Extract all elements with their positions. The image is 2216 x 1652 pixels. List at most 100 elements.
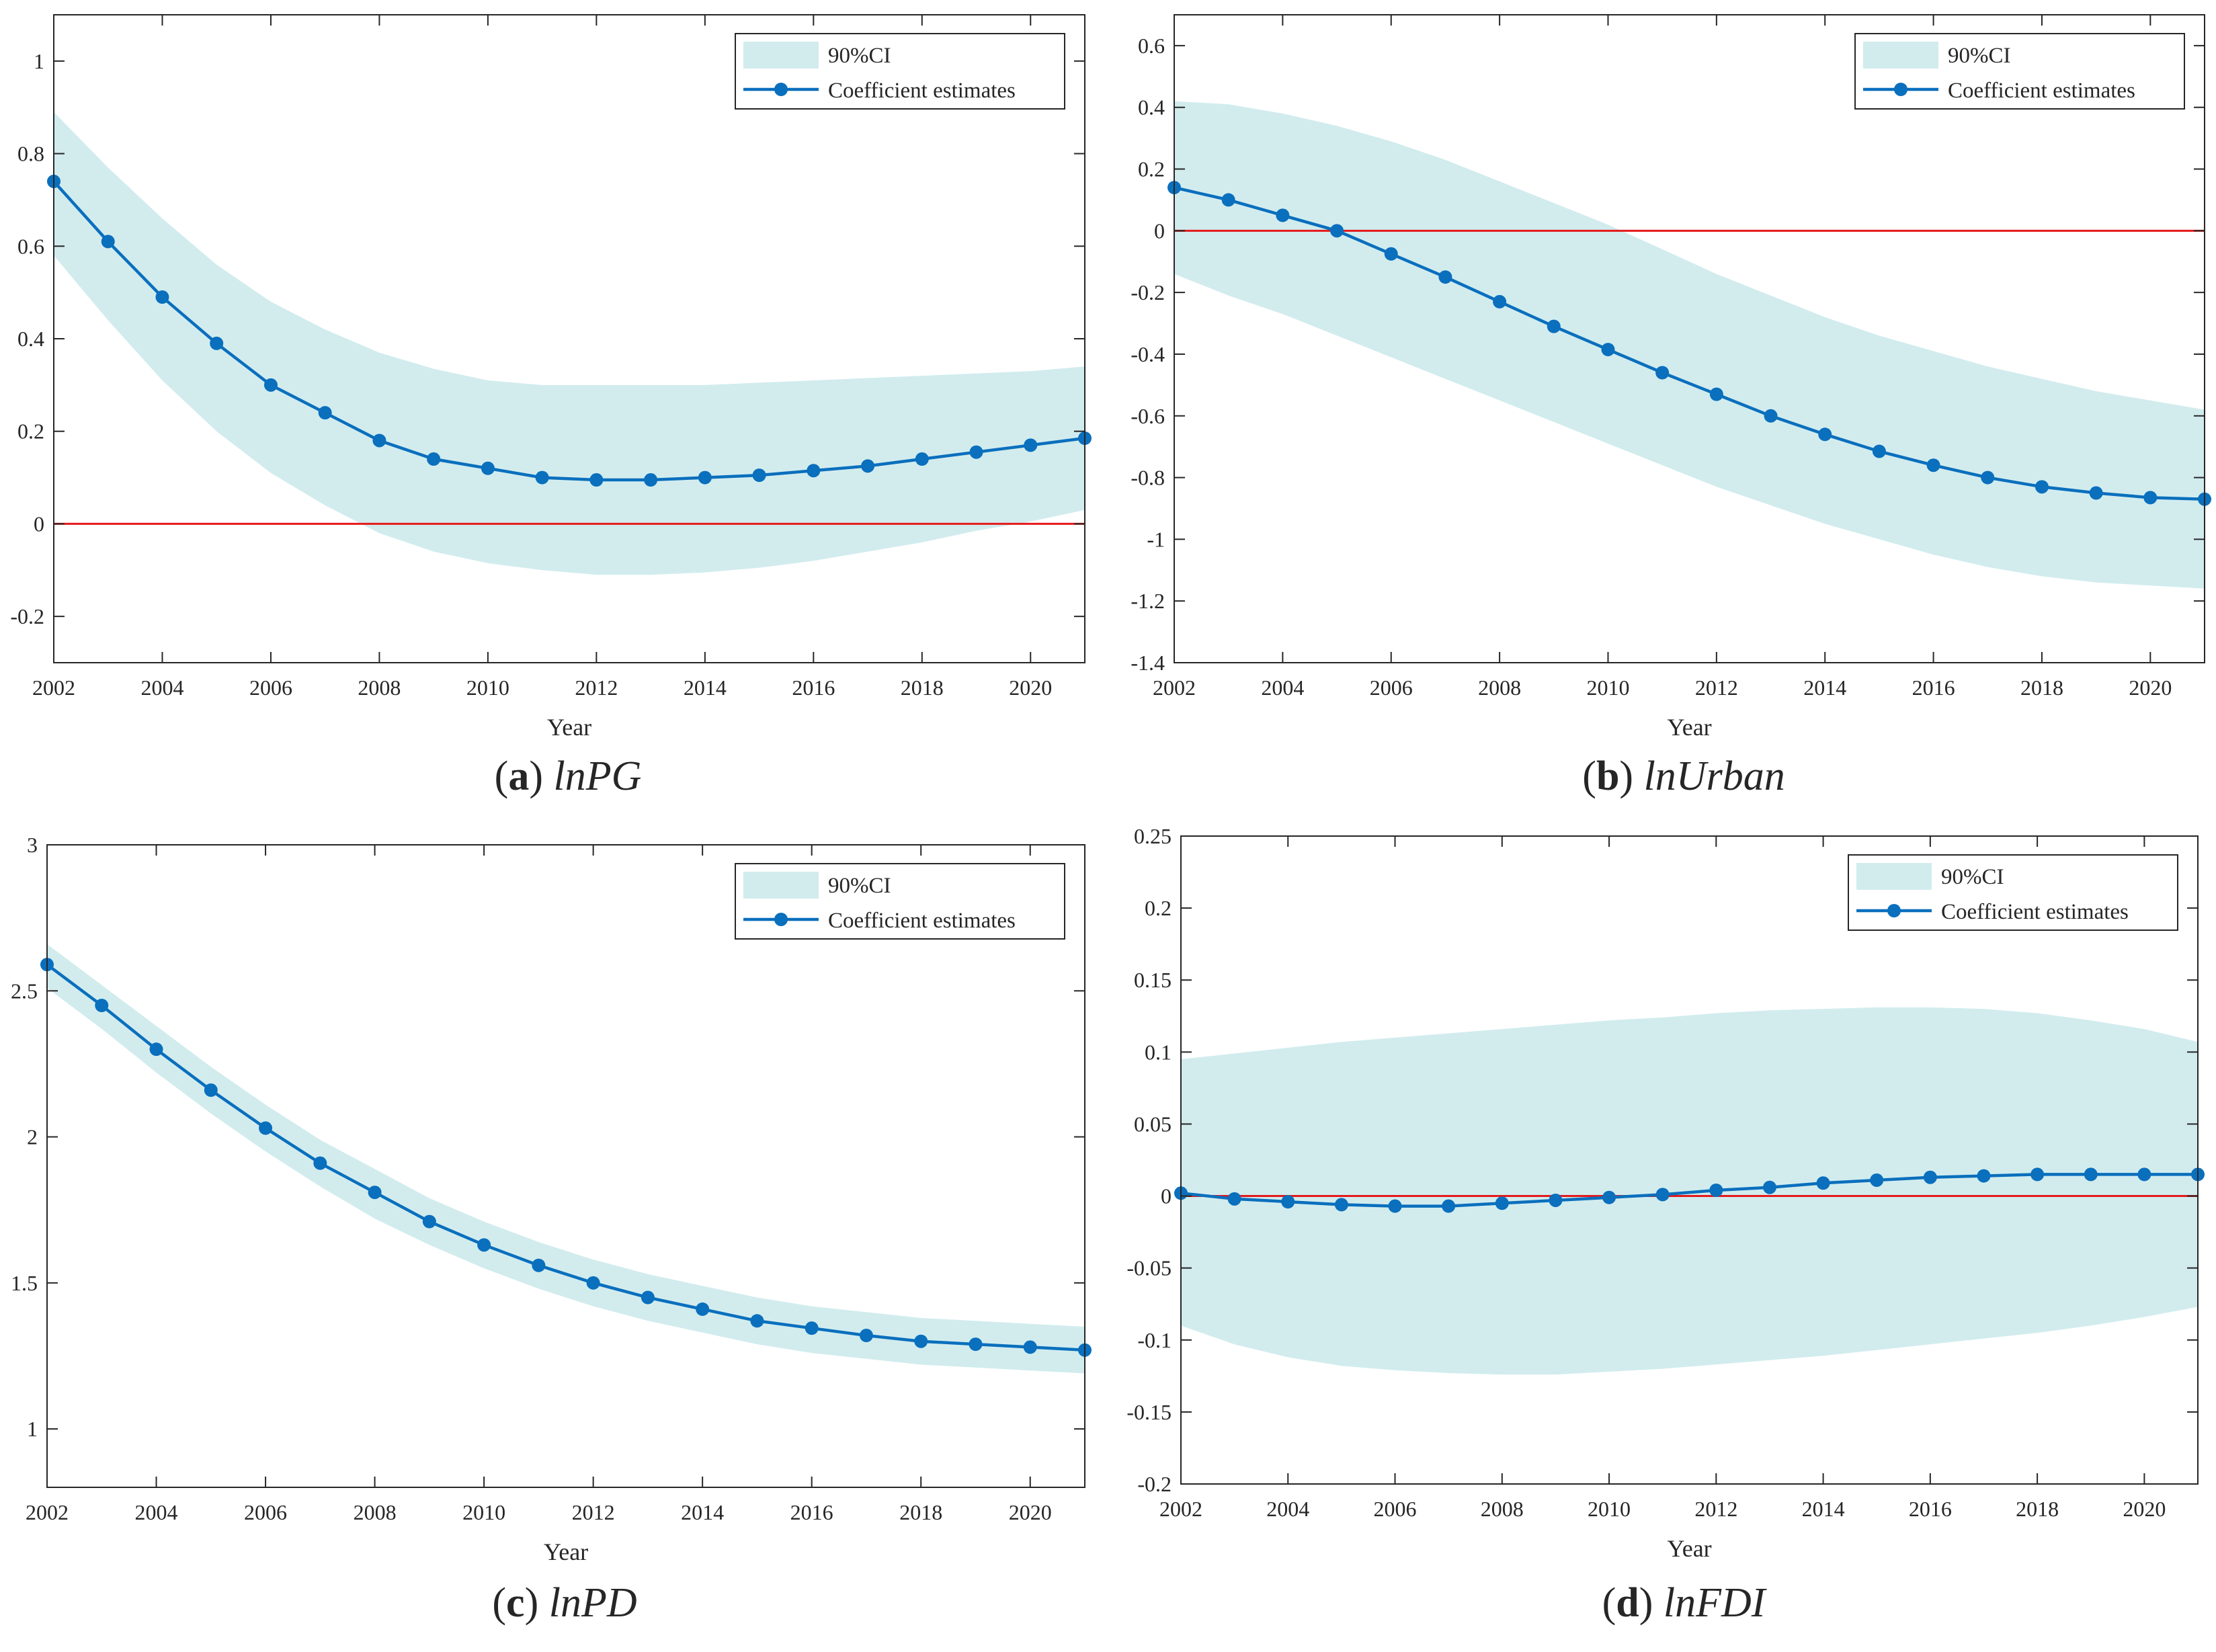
axes-box [1174, 14, 2205, 663]
legend-ci-swatch [743, 42, 819, 69]
panel-caption: (d) lnFDI [1602, 1580, 1768, 1626]
x-tick-label: 2008 [1481, 1497, 1524, 1521]
plot-area [47, 944, 1085, 1374]
legend-line-label: Coefficient estimates [828, 79, 1016, 103]
x-tick-label: 2008 [358, 675, 401, 700]
x-tick-label: 2020 [2129, 675, 2172, 700]
coefficient-point [101, 235, 115, 249]
coefficient-point [807, 464, 821, 478]
x-tick-label: 2002 [26, 1500, 69, 1524]
legend-marker-swatch [774, 83, 788, 96]
y-tick-label: 2.5 [11, 979, 38, 1003]
coefficient-point [1442, 1199, 1456, 1213]
y-tick-label: 1.5 [11, 1271, 38, 1295]
x-tick-label: 2006 [244, 1500, 287, 1524]
coefficient-point [1816, 1176, 1830, 1190]
coefficient-point [535, 470, 549, 485]
coefficient-point [2035, 480, 2049, 494]
coefficient-point [2143, 491, 2158, 505]
legend-ci-swatch [1856, 863, 1932, 890]
coefficient-point [969, 445, 983, 459]
axes-box [46, 844, 1085, 1488]
panel-caption: (c) lnPD [492, 1580, 637, 1626]
coefficient-point [1981, 470, 1995, 485]
coefficient-point [589, 473, 604, 487]
coefficient-point [155, 290, 169, 304]
legend-marker-swatch [774, 913, 788, 926]
coefficient-point [477, 1238, 491, 1252]
x-axis-title: Year [1667, 1535, 1711, 1562]
coefficient-point [210, 336, 224, 350]
coefficient-point [1926, 458, 1940, 472]
legend-line-label: Coefficient estimates [828, 909, 1016, 933]
y-tick-label: 0.4 [17, 327, 44, 351]
legend: 90%CI Coefficient estimates [1848, 854, 2178, 931]
legend: 90%CI Coefficient estimates [1854, 33, 2185, 110]
x-tick-label: 2018 [2020, 675, 2063, 700]
y-tick-label: 0.6 [17, 234, 44, 258]
y-tick-label: 0 [34, 511, 44, 536]
x-tick-label: 2012 [572, 1500, 615, 1524]
ci-band [1174, 101, 2205, 589]
coefficient-point [1872, 444, 1886, 458]
ci-band [47, 944, 1085, 1374]
legend-ci-label: 90%CI [1948, 44, 2011, 68]
x-tick-label: 2016 [790, 1500, 833, 1524]
coefficient-point [1024, 438, 1038, 452]
y-tick-label: 0.2 [1145, 896, 1172, 920]
panel-b: 2002 2004 2006 2008 2010 2012 2014 2016 2018 2020… [1131, 14, 2211, 799]
coefficient-point [1549, 1193, 1563, 1207]
coefficient-point [149, 1042, 163, 1057]
y-tick-label: -0.2 [10, 604, 44, 628]
x-axis-title: Year [1667, 714, 1711, 741]
y-tick-label: -0.15 [1126, 1400, 1172, 1424]
x-tick-label: 2004 [1261, 675, 1304, 700]
coefficient-point [1495, 1196, 1509, 1210]
coefficient-point [1709, 1183, 1723, 1197]
y-tick-label: 0.15 [1134, 968, 1172, 992]
coefficient-point [204, 1083, 218, 1098]
y-tick-label: -0.2 [1131, 280, 1165, 304]
legend-ci-label: 90%CI [828, 44, 891, 68]
panel-d: 2002 2004 2006 2008 2010 2012 2014 2016 2018 2020… [1126, 824, 2205, 1626]
coefficient-point [2137, 1167, 2151, 1182]
coefficient-point [1818, 427, 1832, 442]
x-tick-label: 2006 [249, 675, 292, 700]
legend-line-label: Coefficient estimates [1948, 79, 2135, 103]
panel-c: 2002 2004 2006 2008 2010 2012 2014 2016 2018 2020… [11, 833, 1092, 1626]
coefficient-point [318, 406, 332, 420]
y-tick-label: 0.1 [1145, 1040, 1172, 1064]
legend-marker-swatch [1887, 904, 1901, 917]
panel-caption: (a) lnPG [495, 753, 642, 799]
coefficient-point [1221, 193, 1235, 207]
y-tick-label: 0.2 [1138, 157, 1165, 181]
y-tick-label: -1.2 [1131, 589, 1165, 613]
coefficient-point [1281, 1195, 1295, 1209]
x-tick-label: 2010 [1586, 675, 1629, 700]
coefficient-point [1601, 343, 1615, 357]
coefficient-point [2084, 1167, 2098, 1182]
coefficient-point [805, 1321, 819, 1335]
x-tick-label: 2020 [2123, 1497, 2166, 1521]
y-tick-label: -0.8 [1131, 466, 1165, 490]
coefficient-point [1547, 319, 1561, 333]
coefficient-point [1330, 224, 1344, 238]
y-tick-label: 3 [27, 833, 38, 857]
plot-area [1181, 1007, 2198, 1375]
y-tick-label: 1 [27, 1417, 38, 1441]
legend-ci-label: 90%CI [828, 874, 891, 898]
coefficient-point [861, 459, 875, 473]
y-tick-label: 1 [34, 49, 44, 73]
coefficient-line [1181, 1173, 2198, 1208]
x-tick-label: 2020 [1009, 1500, 1052, 1524]
x-tick-label: 2018 [901, 675, 944, 700]
x-tick-label: 2004 [140, 675, 183, 700]
coefficient-point [372, 433, 386, 448]
y-tick-label: 0.6 [1138, 34, 1165, 58]
panel-caption: (b) lnUrban [1582, 753, 1784, 799]
coefficient-point [1384, 247, 1398, 261]
legend-marker-swatch [1894, 83, 1907, 96]
coefficient-point [1438, 270, 1452, 284]
y-tick-label: 0.4 [1138, 95, 1165, 120]
